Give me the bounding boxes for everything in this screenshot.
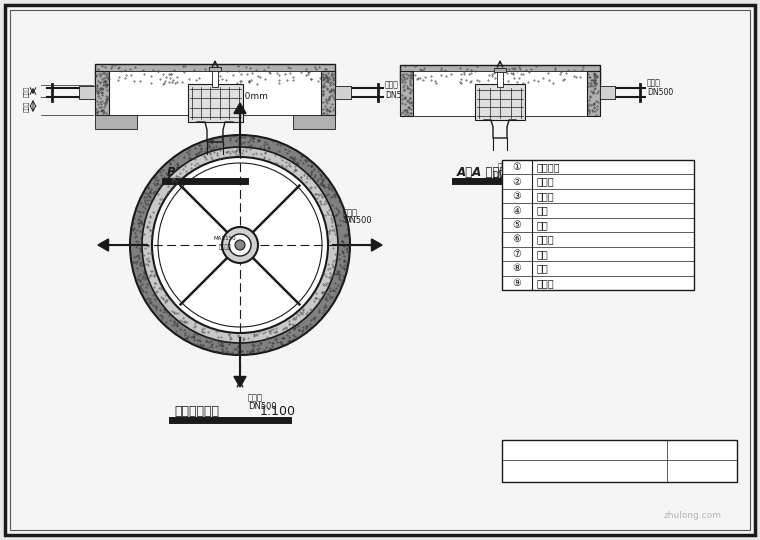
Text: 污泥界面: 污泥界面 [219,245,232,250]
Text: ⑤: ⑤ [513,220,521,230]
Bar [188,84,242,122]
Text: ⑥: ⑥ [513,234,521,245]
Circle shape [229,234,251,256]
Text: DN500: DN500 [197,179,223,188]
Text: 进泥管: 进泥管 [343,208,358,217]
Text: 出泥管: 出泥管 [647,78,661,87]
Text: 出泥管: 出泥管 [498,162,512,171]
Text: ④: ④ [513,206,521,215]
Text: ②: ② [513,177,521,187]
Text: 管卡: 管卡 [537,206,549,215]
Bar [95,71,109,115]
Text: 排水管: 排水管 [537,177,555,187]
Bar [600,86,615,99]
Text: 出泥管: 出泥管 [203,169,217,178]
Circle shape [235,240,245,250]
Text: A－A 剖面图: A－A 剖面图 [457,166,508,179]
Text: 集泥孔: 集泥孔 [537,278,555,288]
Text: 刈板: 刈板 [537,264,549,273]
Bar [475,84,525,120]
Bar [494,68,506,72]
Text: DN500: DN500 [343,216,372,225]
Bar [109,71,321,115]
Text: 进水管: 进水管 [385,80,399,90]
Text: MAX150: MAX150 [214,236,236,241]
Bar [95,115,137,129]
Text: 主轴: 主轴 [537,220,549,230]
Bar [587,71,600,116]
Bar [293,115,335,129]
Text: ⑧: ⑧ [513,264,521,273]
Bar [413,71,587,116]
Text: 填充圈: 填充圈 [537,234,555,245]
Bar [79,86,95,99]
Text: 上清液回: 上清液回 [165,208,185,217]
Bar [209,67,221,71]
Bar [95,64,335,85]
Text: 1:100: 1:100 [532,168,560,178]
Text: 排泥装置: 排泥装置 [537,162,560,172]
Text: ⑦: ⑦ [513,249,521,259]
Text: 泥水管: 泥水管 [24,100,30,112]
Bar [400,64,600,84]
Circle shape [158,163,322,327]
Text: 配水管: 配水管 [537,191,555,201]
Circle shape [152,157,328,333]
Bar [400,71,413,116]
Text: 滤速池平面图: 滤速池平面图 [174,405,219,418]
Bar [212,67,218,87]
Circle shape [142,147,338,343]
Circle shape [130,135,350,355]
Bar [502,440,737,482]
Text: 进泥管: 进泥管 [248,393,263,402]
Bar [502,160,694,290]
Text: 1:100: 1:100 [253,168,280,178]
Text: ⑨: ⑨ [513,278,521,288]
Text: DN=300mm: DN=300mm [212,92,268,101]
Text: 流管: 流管 [175,216,185,225]
Bar [335,86,351,99]
Text: zhulong.com: zhulong.com [664,511,722,520]
Text: DN500: DN500 [248,402,277,411]
Circle shape [222,227,258,263]
Text: 1:100: 1:100 [260,405,296,418]
Bar [321,71,335,115]
Text: DN500: DN500 [385,91,411,99]
Text: ①: ① [513,162,521,172]
Text: DN500: DN500 [647,88,673,97]
Text: 活性污泥法污水处理专业毕业设计: 活性污泥法污水处理专业毕业设计 [507,444,576,454]
Text: 排泥管: 排泥管 [24,85,30,97]
Text: 图名: 图名 [507,465,517,475]
Text: B－B 剖面图: B－B 剖面图 [167,166,217,179]
Text: ③: ③ [513,191,521,201]
Bar [497,69,503,87]
Text: 刈管: 刈管 [537,249,549,259]
Text: DN500: DN500 [492,171,518,180]
